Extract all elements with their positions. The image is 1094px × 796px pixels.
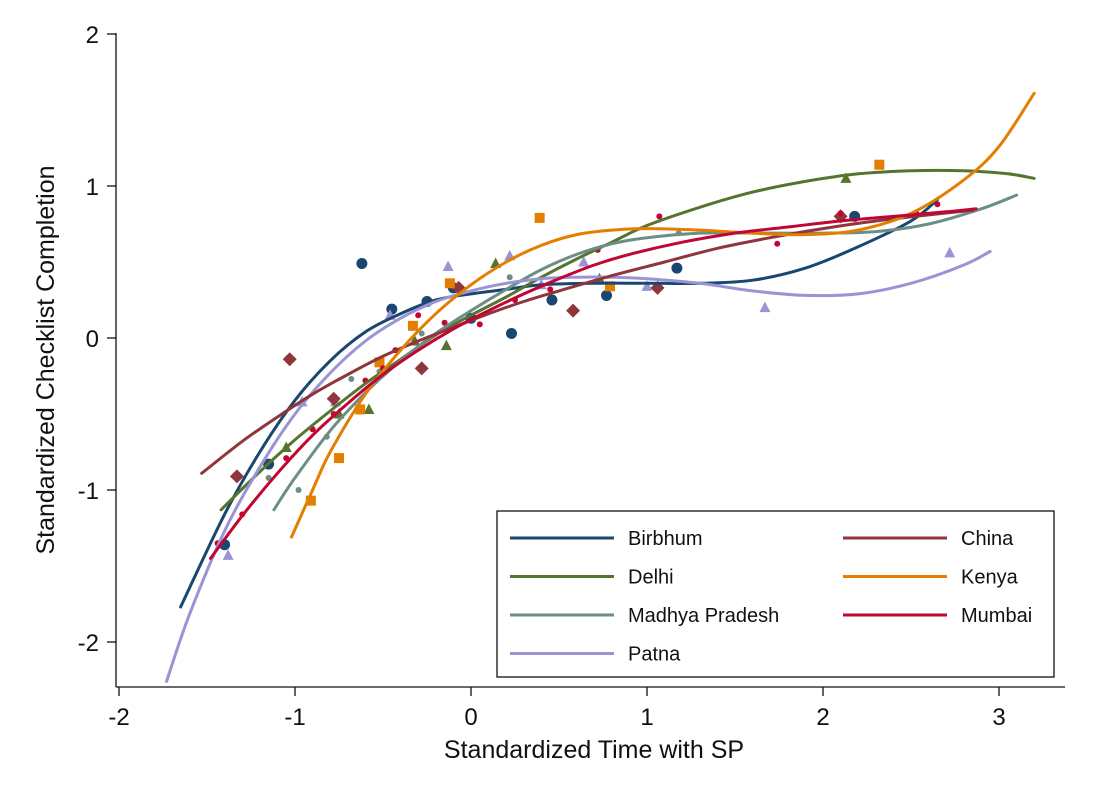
fit-line-delhi bbox=[219, 168, 1036, 512]
ticks: -2 -1 0 1 2 3 2 1 0 -1 -2 bbox=[78, 22, 1006, 731]
data-point-mumbai bbox=[441, 319, 448, 326]
data-point-patna bbox=[578, 256, 590, 267]
data-point-birbhum bbox=[356, 258, 368, 270]
data-point-kenya bbox=[407, 320, 418, 331]
data-point-birbhum bbox=[546, 294, 558, 306]
data-point-china bbox=[566, 303, 581, 318]
data-point-delhi bbox=[840, 172, 852, 183]
legend-label-madhya-pradesh: Madhya Pradesh bbox=[628, 605, 779, 627]
data-point-kenya bbox=[355, 404, 366, 415]
y-tick-label: 2 bbox=[86, 22, 99, 49]
legend-label-kenya: Kenya bbox=[961, 567, 1019, 589]
data-point-kenya bbox=[605, 281, 616, 292]
x-tick-label: 0 bbox=[464, 704, 477, 731]
data-point-delhi bbox=[440, 339, 452, 351]
y-tick-label: -1 bbox=[78, 478, 99, 505]
x-tick-label: 2 bbox=[816, 704, 829, 731]
data-point-mumbai bbox=[656, 213, 663, 220]
data-point-china bbox=[414, 361, 429, 376]
data-point-madhya-pradesh bbox=[348, 376, 355, 383]
data-point-mumbai bbox=[476, 321, 483, 328]
plot-area bbox=[165, 91, 1036, 683]
data-point-kenya bbox=[334, 453, 344, 464]
series-delhi-points bbox=[280, 172, 852, 452]
fit-line-mumbai bbox=[209, 207, 978, 560]
legend: Birbhum China Delhi Kenya Madhya Pradesh Mumb… bbox=[496, 510, 1055, 678]
data-point-birbhum bbox=[671, 262, 683, 274]
data-point-madhya-pradesh bbox=[418, 330, 425, 337]
fit-line-china bbox=[200, 208, 975, 475]
data-point-mumbai bbox=[415, 312, 422, 319]
y-tick-label: 0 bbox=[86, 326, 99, 353]
axes bbox=[115, 33, 1065, 688]
data-point-china bbox=[282, 352, 297, 367]
x-axis-title: Standardized Time with SP bbox=[444, 736, 744, 764]
data-point-mumbai bbox=[547, 286, 554, 293]
data-point-birbhum bbox=[505, 327, 517, 339]
y-axis-title: Standardized Checklist Completion bbox=[32, 165, 60, 554]
data-point-patna bbox=[442, 260, 454, 272]
data-point-patna bbox=[222, 549, 234, 560]
data-point-mumbai bbox=[837, 210, 844, 217]
y-tick-label: -2 bbox=[78, 630, 99, 657]
data-point-kenya bbox=[534, 212, 545, 223]
y-tick-label: 1 bbox=[86, 174, 99, 201]
legend-label-mumbai: Mumbai bbox=[961, 605, 1032, 627]
legend-label-birbhum: Birbhum bbox=[628, 528, 702, 550]
data-point-china bbox=[326, 391, 341, 406]
series-kenya-points bbox=[305, 159, 885, 506]
fit-line-patna bbox=[165, 249, 992, 683]
data-point-birbhum bbox=[601, 289, 613, 301]
x-tick-label: -2 bbox=[108, 704, 129, 731]
data-point-patna bbox=[759, 301, 771, 313]
legend-label-china: China bbox=[961, 528, 1014, 550]
data-point-madhya-pradesh bbox=[265, 474, 272, 481]
x-tick-label: -1 bbox=[284, 704, 305, 731]
data-point-delhi bbox=[363, 403, 375, 414]
legend-label-delhi: Delhi bbox=[628, 567, 674, 589]
fit-line-kenya bbox=[290, 91, 1036, 539]
legend-label-patna: Patna bbox=[628, 644, 681, 666]
data-point-madhya-pradesh bbox=[506, 274, 513, 281]
x-tick-label: 1 bbox=[640, 704, 653, 731]
data-point-patna bbox=[641, 280, 653, 291]
data-point-mumbai bbox=[774, 240, 781, 247]
data-point-china bbox=[229, 469, 244, 484]
x-tick-label: 3 bbox=[992, 704, 1005, 731]
fit-line-birbhum bbox=[179, 198, 939, 609]
fit-line-madhya-pradesh bbox=[272, 193, 1019, 512]
data-point-madhya-pradesh bbox=[295, 487, 302, 493]
data-point-kenya bbox=[874, 159, 885, 170]
data-point-kenya bbox=[374, 357, 385, 368]
data-point-kenya bbox=[444, 278, 455, 289]
data-point-kenya bbox=[305, 495, 316, 506]
data-point-patna bbox=[944, 246, 956, 258]
